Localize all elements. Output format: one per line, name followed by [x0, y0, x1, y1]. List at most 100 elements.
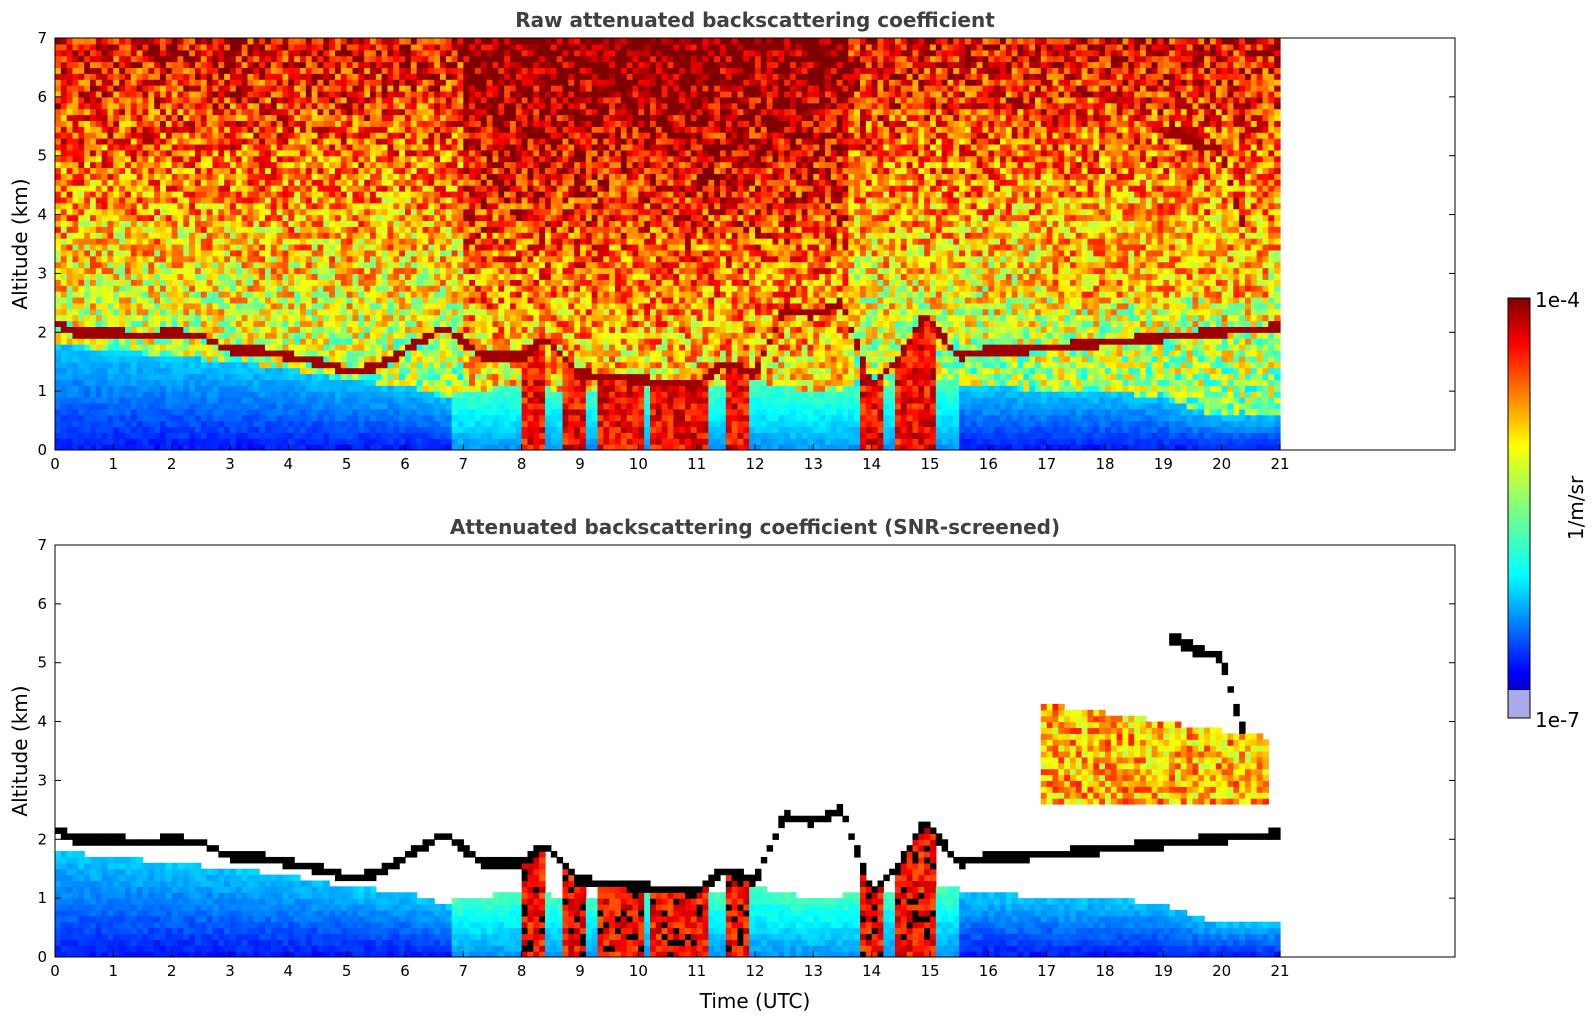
heatmap-cell: [445, 285, 453, 292]
heatmap-cell: [230, 285, 237, 292]
heatmap-cell: [270, 238, 278, 245]
heatmap-cell: [60, 397, 68, 404]
heatmap-cell: [136, 90, 144, 98]
heatmap-cell: [282, 397, 289, 404]
heatmap-cell: [171, 391, 179, 398]
heatmap-cell: [230, 61, 237, 69]
heatmap-cell: [171, 196, 179, 204]
heatmap-cell: [434, 338, 441, 345]
heatmap-cell: [311, 244, 319, 251]
heatmap-cell: [358, 338, 365, 345]
heatmap-cell: [323, 397, 330, 404]
heatmap-cell: [463, 120, 470, 127]
heatmap-cell: [323, 96, 330, 104]
heatmap-cell: [375, 85, 383, 92]
heatmap-cell: [311, 332, 319, 339]
heatmap-cell: [422, 391, 429, 398]
heatmap-cell: [428, 285, 435, 292]
heatmap-cell: [387, 367, 394, 375]
heatmap-cell: [253, 38, 260, 45]
heatmap-cell: [317, 208, 324, 216]
heatmap-cell: [171, 255, 179, 263]
heatmap-cell: [165, 391, 173, 398]
heatmap-cell: [95, 302, 103, 310]
heatmap-cell: [311, 438, 319, 445]
heatmap-cell: [200, 214, 208, 222]
heatmap-cell: [183, 385, 190, 392]
heatmap-cell: [107, 61, 114, 69]
heatmap-cell: [329, 432, 336, 439]
heatmap-cell: [101, 414, 109, 422]
heatmap-cell: [253, 90, 260, 98]
heatmap-cell: [300, 285, 307, 292]
heatmap-cell: [206, 138, 214, 145]
heatmap-cell: [189, 85, 196, 92]
heatmap-cell: [463, 308, 470, 316]
heatmap-cell: [346, 226, 354, 233]
heatmap-cell: [136, 208, 144, 216]
heatmap-cell: [142, 61, 149, 69]
heatmap-cell: [387, 132, 394, 139]
heatmap-cell: [276, 73, 284, 80]
heatmap-cell: [282, 432, 289, 439]
heatmap-cell: [428, 332, 435, 339]
heatmap-cell: [329, 161, 336, 169]
heatmap-cell: [294, 355, 301, 363]
heatmap-cell: [276, 273, 284, 280]
heatmap-cell: [241, 179, 249, 186]
heatmap-cell: [119, 155, 126, 163]
heatmap-cell: [136, 244, 144, 251]
heatmap-cell: [160, 385, 167, 392]
heatmap-cell: [60, 49, 68, 57]
heatmap-cell: [375, 397, 383, 404]
heatmap-cell: [422, 108, 429, 116]
heatmap-cell: [358, 279, 365, 286]
heatmap-cell: [381, 344, 389, 351]
heatmap-cell: [422, 332, 429, 339]
heatmap-cell: [72, 120, 79, 127]
heatmap-cell: [428, 55, 435, 63]
heatmap-cell: [183, 126, 190, 133]
heatmap-cell: [340, 320, 348, 327]
heatmap-cell: [55, 90, 62, 98]
heatmap-cell: [329, 196, 336, 204]
heatmap-cell: [282, 149, 289, 157]
heatmap-cell: [101, 296, 109, 304]
heatmap-cell: [335, 367, 342, 375]
heatmap-cell: [171, 61, 179, 69]
heatmap-cell: [72, 85, 79, 92]
heatmap-cell: [422, 349, 429, 357]
heatmap-cell: [154, 167, 161, 174]
heatmap-cell: [95, 267, 103, 275]
heatmap-cell: [130, 379, 138, 386]
heatmap-cell: [381, 126, 389, 133]
heatmap-cell: [247, 102, 254, 110]
heatmap-cell: [387, 67, 394, 74]
heatmap-cell: [393, 202, 400, 210]
heatmap-cell: [60, 161, 68, 169]
heatmap-cell: [107, 326, 114, 333]
heatmap-cell: [230, 114, 237, 121]
heatmap-cell: [195, 273, 202, 280]
heatmap-cell: [422, 67, 429, 74]
heatmap-cell: [224, 55, 231, 63]
heatmap-cell: [317, 249, 324, 257]
heatmap-cell: [142, 43, 149, 51]
heatmap-cell: [60, 155, 68, 163]
heatmap-cell: [428, 379, 435, 386]
heatmap-cell: [136, 444, 144, 450]
heatmap-cell: [393, 114, 400, 121]
heatmap-cell: [445, 126, 453, 133]
heatmap-cell: [288, 185, 295, 192]
heatmap-cell: [230, 432, 237, 439]
heatmap-cell: [457, 344, 464, 351]
heatmap-cell: [323, 273, 330, 280]
heatmap-cell: [276, 373, 284, 380]
heatmap-cell: [405, 102, 412, 110]
heatmap-cell: [340, 432, 348, 439]
heatmap-cell: [346, 291, 354, 298]
heatmap-cell: [200, 173, 208, 180]
heatmap-cell: [416, 273, 424, 280]
heatmap-cell: [270, 90, 278, 98]
heatmap-cell: [410, 361, 418, 369]
